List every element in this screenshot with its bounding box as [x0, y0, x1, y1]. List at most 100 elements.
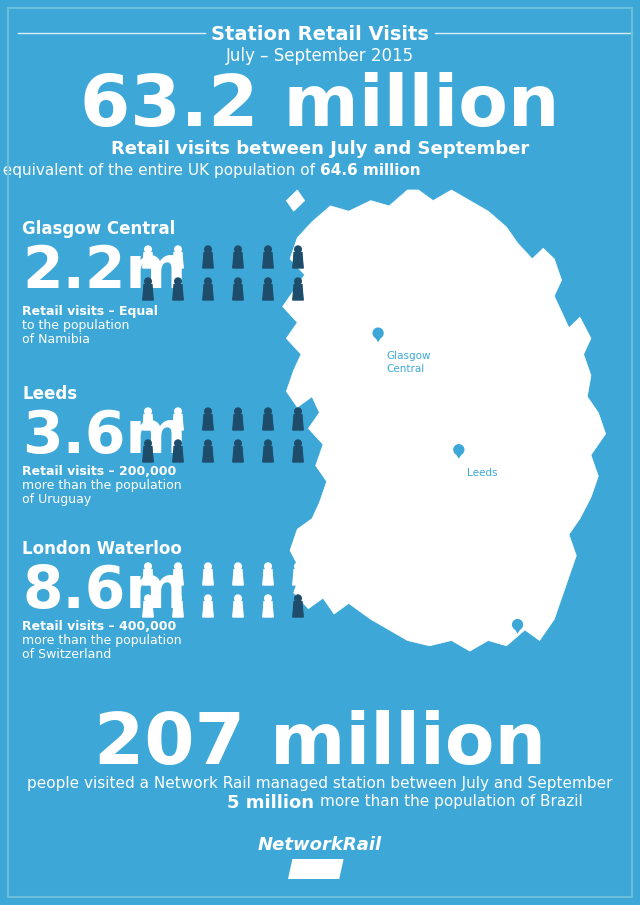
Polygon shape — [173, 422, 183, 430]
Circle shape — [294, 563, 301, 569]
Text: Retail visits – Equal: Retail visits – Equal — [22, 305, 158, 318]
Circle shape — [265, 440, 271, 446]
Polygon shape — [286, 190, 305, 211]
Polygon shape — [452, 453, 465, 462]
Polygon shape — [204, 284, 212, 291]
Polygon shape — [233, 609, 243, 617]
Polygon shape — [143, 291, 154, 300]
Text: July – September 2015: July – September 2015 — [226, 47, 414, 65]
Polygon shape — [372, 337, 384, 345]
Polygon shape — [173, 291, 183, 300]
Circle shape — [235, 278, 241, 284]
Polygon shape — [294, 602, 302, 609]
Polygon shape — [264, 414, 273, 422]
Text: more than the population: more than the population — [22, 479, 182, 492]
Circle shape — [145, 246, 151, 252]
Polygon shape — [204, 569, 212, 576]
Polygon shape — [233, 291, 243, 300]
Text: 63.2 million: 63.2 million — [80, 72, 560, 141]
Polygon shape — [143, 446, 152, 453]
Circle shape — [265, 563, 271, 569]
Circle shape — [454, 444, 464, 454]
Polygon shape — [374, 337, 381, 342]
Polygon shape — [173, 414, 182, 422]
Circle shape — [175, 278, 181, 284]
Polygon shape — [294, 252, 302, 260]
Polygon shape — [514, 628, 521, 633]
Text: Retail visits – 200,000: Retail visits – 200,000 — [22, 465, 176, 478]
Text: 3.6m: 3.6m — [22, 408, 186, 465]
Polygon shape — [292, 422, 303, 430]
Polygon shape — [173, 453, 183, 462]
Text: 8.6m: 8.6m — [22, 563, 186, 620]
Polygon shape — [173, 284, 182, 291]
Polygon shape — [294, 446, 302, 453]
Polygon shape — [204, 602, 212, 609]
Polygon shape — [263, 291, 273, 300]
Text: London Waterloo: London Waterloo — [22, 540, 182, 558]
Text: more than the population of Brazil: more than the population of Brazil — [320, 794, 583, 809]
Polygon shape — [203, 609, 213, 617]
Circle shape — [175, 408, 181, 414]
Circle shape — [294, 440, 301, 446]
Polygon shape — [203, 576, 213, 585]
Circle shape — [265, 595, 271, 602]
Text: Leeds: Leeds — [22, 385, 77, 403]
Text: 207 million: 207 million — [94, 710, 546, 779]
Polygon shape — [263, 609, 273, 617]
Circle shape — [175, 595, 181, 602]
Polygon shape — [143, 284, 152, 291]
Polygon shape — [233, 453, 243, 462]
Polygon shape — [143, 609, 154, 617]
Text: Glasgow Central: Glasgow Central — [22, 220, 175, 238]
Circle shape — [294, 595, 301, 602]
Text: Almost the equivalent of the entire UK population of 64.6 million: Almost the equivalent of the entire UK p… — [0, 904, 1, 905]
Polygon shape — [263, 422, 273, 430]
Polygon shape — [292, 453, 303, 462]
Polygon shape — [292, 576, 303, 585]
Circle shape — [205, 278, 211, 284]
Text: Almost the equivalent of the entire UK population of: Almost the equivalent of the entire UK p… — [0, 163, 320, 178]
Polygon shape — [263, 576, 273, 585]
Polygon shape — [204, 414, 212, 422]
Circle shape — [371, 326, 386, 341]
Polygon shape — [292, 609, 303, 617]
Circle shape — [145, 408, 151, 414]
Polygon shape — [234, 602, 243, 609]
Polygon shape — [317, 859, 344, 879]
Polygon shape — [264, 569, 273, 576]
Polygon shape — [173, 569, 182, 576]
Text: 2.2m: 2.2m — [22, 243, 186, 300]
Polygon shape — [303, 859, 329, 879]
Polygon shape — [234, 414, 243, 422]
Polygon shape — [143, 422, 154, 430]
Polygon shape — [511, 628, 524, 637]
Text: of Namibia: of Namibia — [22, 333, 90, 346]
Polygon shape — [203, 453, 213, 462]
Polygon shape — [173, 252, 182, 260]
Polygon shape — [455, 453, 463, 459]
Polygon shape — [264, 252, 273, 260]
Circle shape — [294, 278, 301, 284]
Circle shape — [235, 595, 241, 602]
Polygon shape — [264, 284, 273, 291]
Polygon shape — [292, 291, 303, 300]
Text: Retail visits between July and September: Retail visits between July and September — [111, 140, 529, 158]
Circle shape — [175, 246, 181, 252]
Polygon shape — [143, 252, 152, 260]
Polygon shape — [294, 414, 302, 422]
Circle shape — [145, 440, 151, 446]
Circle shape — [265, 246, 271, 252]
Circle shape — [205, 246, 211, 252]
Text: NetworkRail: NetworkRail — [258, 836, 382, 854]
Polygon shape — [173, 260, 183, 268]
Polygon shape — [283, 190, 605, 651]
Circle shape — [235, 563, 241, 569]
Polygon shape — [292, 260, 303, 268]
Circle shape — [265, 408, 271, 414]
Circle shape — [373, 329, 383, 338]
Polygon shape — [143, 569, 152, 576]
Polygon shape — [233, 422, 243, 430]
Polygon shape — [234, 284, 243, 291]
Polygon shape — [234, 252, 243, 260]
